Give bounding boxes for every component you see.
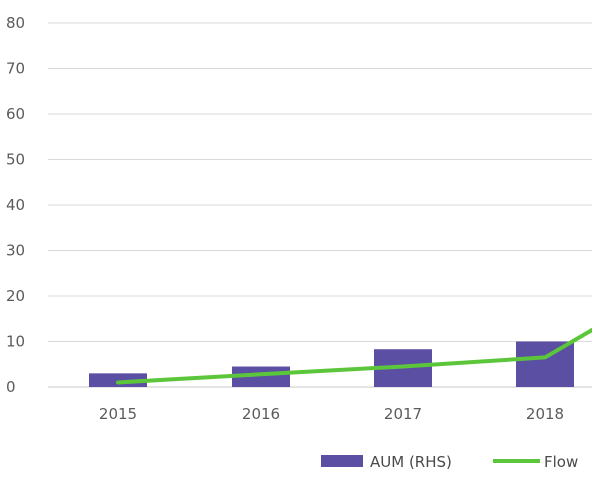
x-tick-label: 2015 — [99, 405, 137, 423]
y-tick-label: 20 — [6, 287, 25, 305]
series-lines — [116, 328, 592, 385]
legend-swatch-aum — [321, 455, 363, 467]
y-tick-label: 30 — [6, 242, 25, 260]
x-tick-label: 2016 — [242, 405, 280, 423]
legend: AUM (RHS) Flow — [321, 453, 578, 471]
x-axis: 2015 2016 2017 2018 — [99, 405, 564, 423]
y-axis: 0 10 20 30 40 50 60 70 80 — [6, 14, 25, 396]
y-tick-label: 40 — [6, 196, 25, 214]
y-tick-label: 70 — [6, 60, 25, 78]
x-tick-label: 2017 — [384, 405, 422, 423]
bar-2018 — [516, 341, 574, 387]
x-tick-label: 2018 — [526, 405, 564, 423]
y-tick-label: 60 — [6, 105, 25, 123]
legend-label-aum: AUM (RHS) — [370, 453, 452, 471]
y-tick-label: 50 — [6, 151, 25, 169]
gridlines — [48, 22, 592, 388]
y-tick-label: 0 — [6, 378, 16, 396]
y-tick-label: 10 — [6, 333, 25, 351]
y-tick-label: 80 — [6, 14, 25, 32]
legend-label-flow: Flow — [544, 453, 578, 471]
